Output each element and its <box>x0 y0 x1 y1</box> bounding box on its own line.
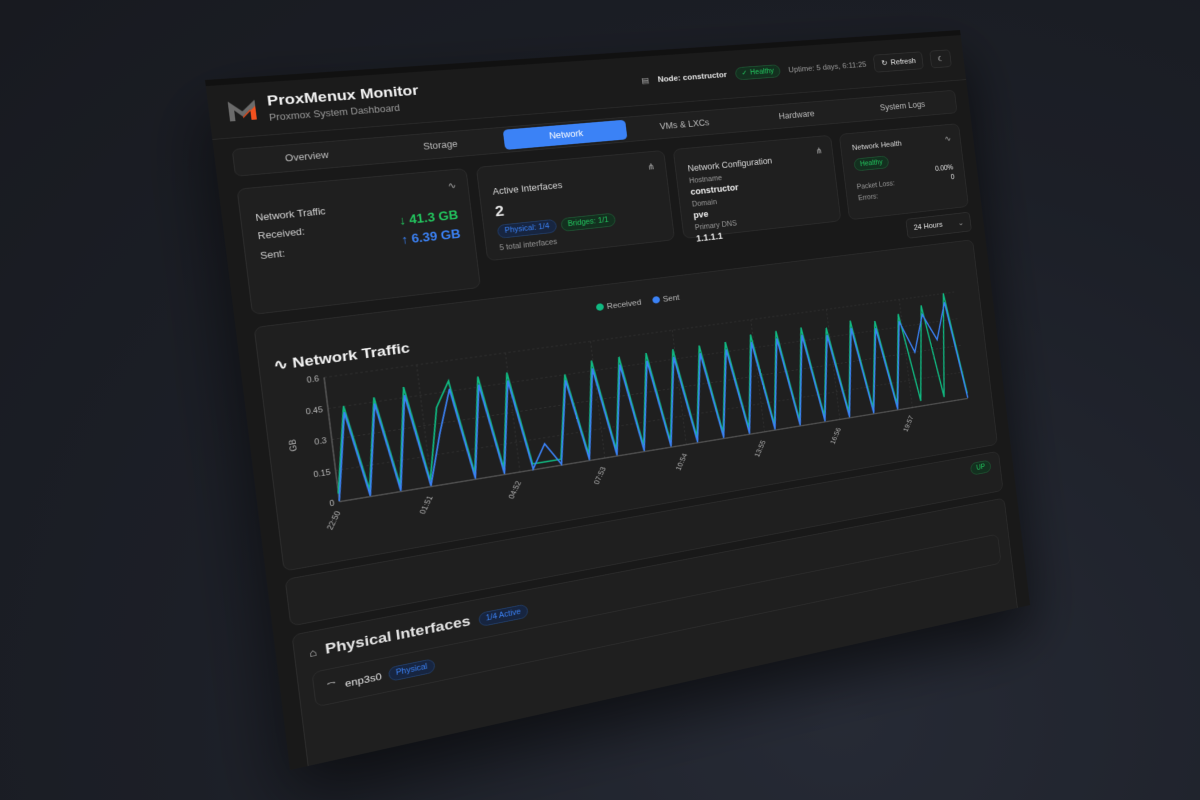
network-icon: ⋔ <box>646 161 656 172</box>
tab-overview[interactable]: Overview <box>284 149 330 164</box>
sent-label: Sent: <box>259 248 286 262</box>
time-range-value: 24 Hours <box>913 220 944 232</box>
uptime: Uptime: 5 days, 6:11:25 <box>787 60 867 75</box>
grid-line <box>328 319 958 409</box>
y-axis-label: GB <box>287 438 300 452</box>
router-icon: ⌂ <box>308 645 318 660</box>
packet-loss-value: 0.00% <box>934 164 954 174</box>
tab-hardware[interactable]: Hardware <box>778 108 816 122</box>
errors-value: 0 <box>950 173 955 182</box>
grid-line <box>751 320 765 432</box>
x-tick-label: 16:56 <box>828 426 842 445</box>
y-tick-label: 0.15 <box>313 467 331 478</box>
tab-vms-lxcs[interactable]: VMs & LXCs <box>659 117 710 132</box>
chevron-down-icon: ⌄ <box>957 218 965 228</box>
network-traffic-chart: ∿ Network Traffic Received Sent 0 0.15 0.3 0.4… <box>273 252 982 531</box>
received-value: ↓ 41.3 GB <box>398 209 459 228</box>
refresh-icon: ↻ <box>880 59 888 68</box>
grid-line <box>336 372 965 471</box>
tab-system-logs[interactable]: System Logs <box>879 99 926 113</box>
y-tick-label: 0 <box>329 499 335 509</box>
bridges-badge: Bridges: 1/1 <box>560 212 617 232</box>
moon-icon: ☾ <box>937 55 945 64</box>
health-badge: ✓ Healthy <box>734 64 781 81</box>
card-title: Network Health <box>851 139 903 153</box>
sent-value: ↑ 6.39 GB <box>400 228 462 247</box>
proxmenux-logo-icon <box>227 99 257 122</box>
x-tick-label: 10:54 <box>674 452 689 471</box>
interface-type-badge: Physical <box>387 657 436 682</box>
refresh-label: Refresh <box>890 56 917 67</box>
node-name: Node: constructor <box>657 70 728 84</box>
network-traffic-chart-card: ∿ Network Traffic Received Sent 0 0.15 0.3 0.4… <box>253 239 998 572</box>
x-tick-label: 04:52 <box>506 480 523 500</box>
legend-label: Sent <box>662 293 680 304</box>
dashboard-window: ProxMenux Monitor Proxmox System Dashboa… <box>205 30 1031 771</box>
tab-storage[interactable]: Storage <box>422 138 459 152</box>
network-icon: ⋔ <box>814 145 823 156</box>
logo: ProxMenux Monitor Proxmox System Dashboa… <box>225 83 421 126</box>
x-tick-label: 07:53 <box>592 466 608 486</box>
network-traffic-card: ∿ Network Traffic Received: ↓ 41.3 GB Se… <box>236 168 481 315</box>
active-interfaces-card: ⋔ Active Interfaces 2 Physical: 1/4 Brid… <box>475 150 675 262</box>
refresh-button[interactable]: ↻ Refresh <box>873 51 924 73</box>
tab-network[interactable]: Network <box>503 119 628 150</box>
active-badge: 1/4 Active <box>477 603 529 627</box>
wifi-icon: ⌔ <box>324 678 339 695</box>
theme-toggle-button[interactable]: ☾ <box>929 49 952 69</box>
y-tick-label: 0.45 <box>305 405 323 416</box>
interface-name: enp3s0 <box>344 670 383 689</box>
x-tick-label: 13:55 <box>753 439 768 458</box>
header: ProxMenux Monitor Proxmox System Dashboa… <box>205 35 967 140</box>
legend-marker <box>652 295 661 304</box>
received-label: Received: <box>257 226 306 242</box>
packet-loss-label: Packet Loss: <box>856 179 896 192</box>
network-configuration-card: ⋔ Network Configuration Hostname constru… <box>672 134 842 244</box>
y-tick-label: 0.6 <box>306 374 319 384</box>
grid-line <box>672 330 686 444</box>
activity-icon: ∿ <box>943 133 952 144</box>
physical-badge: Physical: 1/4 <box>496 218 558 239</box>
health-status-badge: Healthy <box>853 155 890 172</box>
x-tick-label: 19:57 <box>901 414 915 432</box>
network-health-card: ∿ Network Health Healthy 0.00% Packet Lo… <box>838 123 969 221</box>
health-text: Healthy <box>749 67 775 77</box>
x-tick-label: 01:51 <box>417 494 434 515</box>
chart-title: ∿ Network Traffic <box>273 340 411 373</box>
y-tick-label: 0.3 <box>314 436 327 447</box>
legend-marker <box>595 303 605 312</box>
activity-icon: ∿ <box>447 180 457 191</box>
check-circle-icon: ✓ <box>741 69 748 78</box>
legend-label: Received <box>606 298 641 311</box>
server-icon: ▤ <box>640 76 650 86</box>
x-tick-label: 22:50 <box>325 510 343 531</box>
up-badge: UP <box>969 459 992 476</box>
